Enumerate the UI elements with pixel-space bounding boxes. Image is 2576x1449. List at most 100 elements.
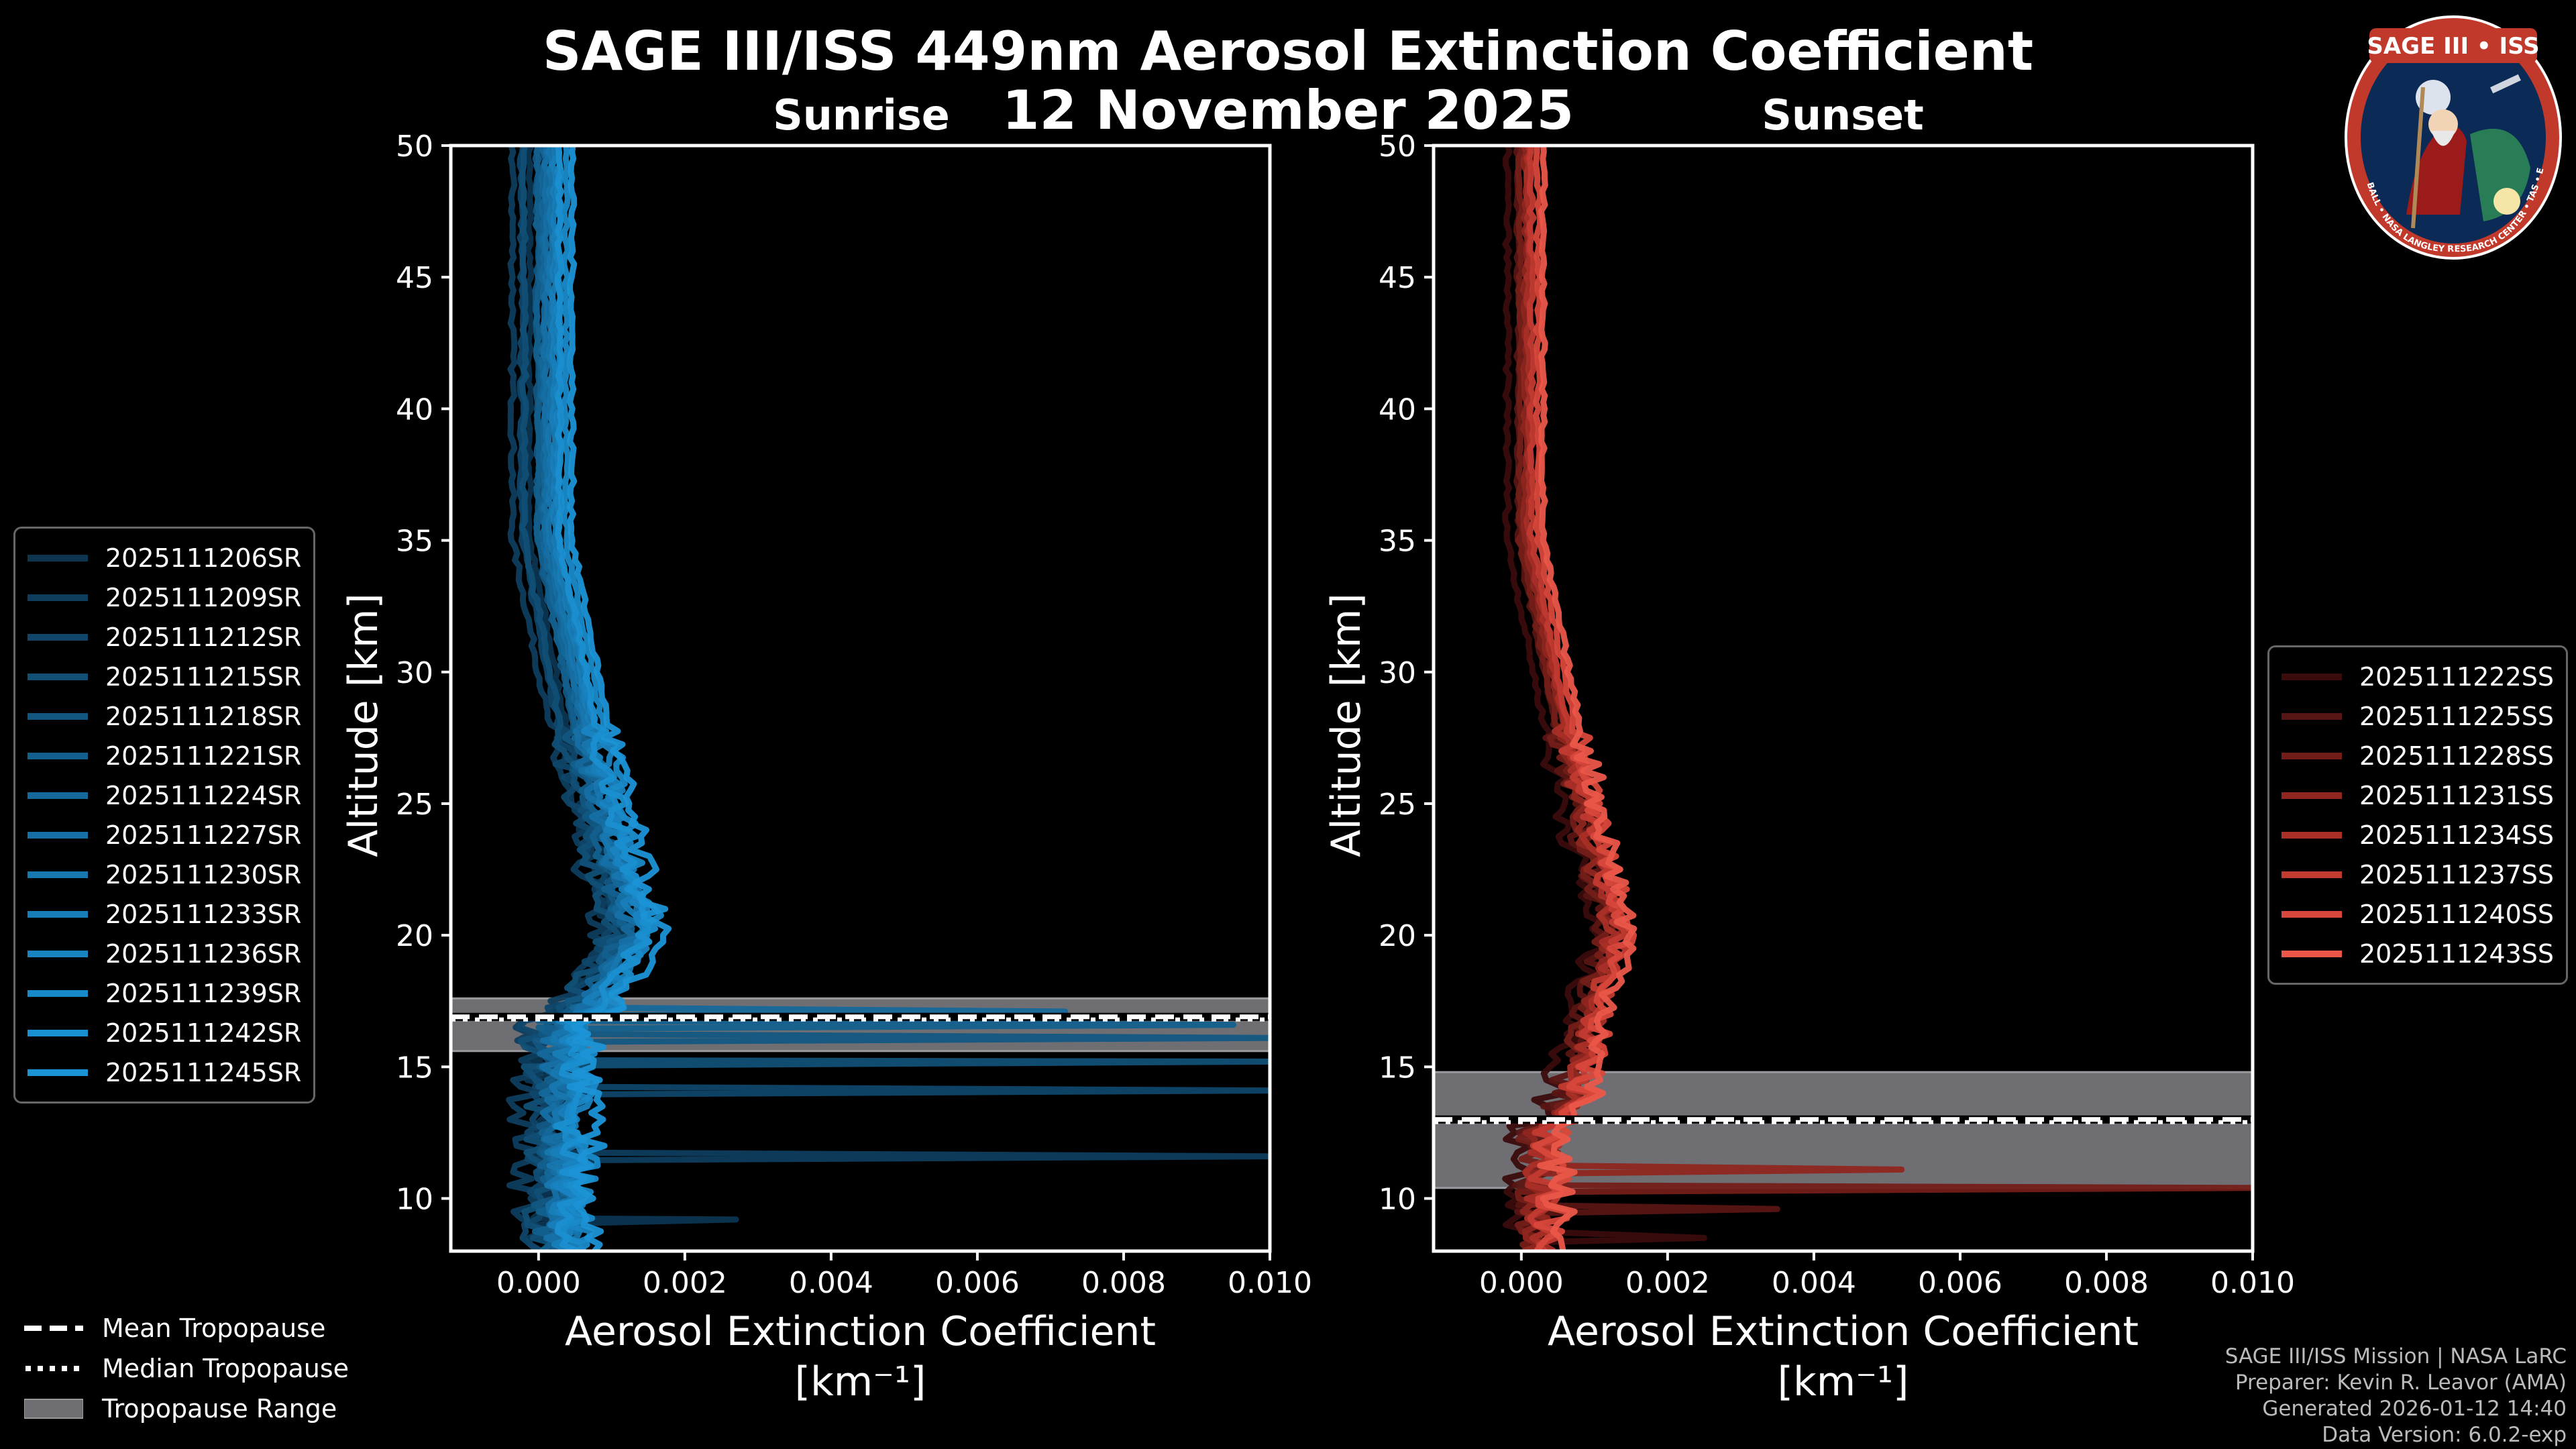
y-tick-label: 30 — [1379, 656, 1416, 690]
legend-swatch — [2282, 910, 2342, 918]
series-line-2025111215SR — [518, 146, 1270, 1251]
legend-swatch — [28, 1029, 88, 1036]
sunset-x-axis-unit: [km⁻¹] — [1778, 1358, 1909, 1405]
legend-item: 2025111239SR — [28, 973, 301, 1013]
sunrise-tropopause-range — [451, 997, 1270, 1053]
x-tick-label: 0.008 — [2064, 1266, 2149, 1300]
legend-label: 2025111206SR — [105, 543, 302, 573]
y-tick-label: 20 — [396, 919, 433, 953]
y-tick-label: 15 — [1379, 1051, 1416, 1085]
sunset-tropopause-range — [1434, 1071, 2253, 1189]
legend-mean-tropopause: Mean Tropopause — [24, 1308, 349, 1348]
credit-line: Generated 2026-01-12 14:40 — [2262, 1397, 2567, 1421]
legend-item: 2025111233SR — [28, 894, 301, 934]
legend-item: 2025111209SR — [28, 578, 301, 617]
legend-label: 2025111237SS — [2359, 859, 2555, 890]
sunrise-data-layer — [451, 146, 1270, 1251]
y-tick-label: 10 — [396, 1183, 433, 1217]
series-line-2025111245SR — [566, 146, 672, 1251]
legend-item: 2025111225SS — [2282, 696, 2554, 736]
sunrise-legend: 2025111206SR 2025111209SR 2025111212SR 2025… — [13, 527, 316, 1104]
legend-label: 2025111221SR — [105, 741, 302, 771]
legend-label: 2025111227SR — [105, 820, 302, 850]
legend-label: 2025111218SR — [105, 701, 302, 731]
legend-label: 2025111243SS — [2359, 938, 2555, 969]
legend-swatch — [28, 989, 88, 997]
y-tick-label: 25 — [1379, 788, 1416, 822]
legend-swatch — [2282, 712, 2342, 720]
sunrise-plot-background — [451, 146, 1270, 1251]
legend-item: 2025111234SS — [2282, 815, 2554, 855]
legend-item: 2025111243SS — [2282, 934, 2554, 973]
legend-label: Median Tropopause — [102, 1354, 349, 1383]
legend-label: 2025111228SS — [2359, 741, 2555, 771]
legend-label: 2025111215SR — [105, 661, 302, 692]
legend-item: 2025111230SR — [28, 855, 301, 894]
x-tick-label: 0.010 — [2210, 1266, 2295, 1300]
legend-label: 2025111245SR — [105, 1057, 302, 1087]
legend-label: Mean Tropopause — [102, 1313, 326, 1343]
series-line-2025111227SR — [539, 146, 649, 1251]
y-tick-label: 45 — [1379, 261, 1416, 295]
sunset-panel-title: Sunset — [1762, 91, 1924, 140]
series-line-2025111239SR — [560, 146, 664, 1251]
legend-item: 2025111206SR — [28, 538, 301, 578]
series-line-2025111237SS — [1526, 146, 1630, 1251]
legend-item: 2025111245SR — [28, 1053, 301, 1092]
sunrise-panel-title: Sunrise — [773, 91, 950, 140]
range-band-icon — [24, 1399, 83, 1419]
series-line-2025111221SR — [532, 146, 1236, 1251]
legend-swatch — [28, 1069, 88, 1076]
series-line-2025111230SR — [544, 146, 648, 1251]
legend-item: 2025111224SR — [28, 775, 301, 815]
series-line-2025111233SR — [547, 146, 651, 1251]
credit-line: Data Version: 6.0.2-exp — [2322, 1423, 2567, 1447]
figure-title: SAGE III/ISS 449nm Aerosol Extinction Co… — [542, 20, 2034, 83]
legend-item: 2025111231SS — [2282, 775, 2554, 815]
legend-swatch — [28, 950, 88, 957]
legend-swatch — [2282, 831, 2342, 839]
legend-item: 2025111240SS — [2282, 894, 2554, 934]
sunset-data-layer — [1434, 146, 2253, 1251]
series-line-2025111228SS — [1514, 146, 2253, 1251]
legend-label: 2025111236SR — [105, 938, 302, 969]
legend-swatch — [28, 910, 88, 918]
series-line-2025111206SR — [524, 146, 739, 1251]
credits: SAGE III/ISS Mission | NASA LaRC Prepare… — [2225, 1344, 2567, 1448]
x-tick-label: 0.002 — [643, 1266, 727, 1300]
logo-text: SAGE III • ISS — [2367, 33, 2539, 60]
legend-item: 2025111218SR — [28, 696, 301, 736]
y-tick-label: 45 — [396, 261, 433, 295]
series-line-2025111231SS — [1519, 146, 1905, 1251]
legend-label: 2025111231SS — [2359, 780, 2555, 810]
sunset-y-axis-label: Altitude [km] — [1323, 593, 1370, 857]
y-tick-label: 30 — [396, 656, 433, 690]
series-line-2025111243SS — [1537, 146, 1638, 1251]
series-line-2025111236SR — [552, 146, 651, 1251]
credit-line: SAGE III/ISS Mission | NASA LaRC — [2224, 1344, 2567, 1368]
legend-label: Tropopause Range — [102, 1394, 337, 1424]
series-line-2025111218SR — [531, 146, 1270, 1251]
legend-label: 2025111209SR — [105, 582, 302, 612]
legend-swatch — [2282, 792, 2342, 799]
series-line-2025111234SS — [1522, 146, 1622, 1251]
sunrise-axes-frame — [449, 144, 1272, 1253]
legend-swatch — [28, 792, 88, 799]
legend-item: 2025111222SS — [2282, 657, 2554, 696]
legend-swatch — [2282, 871, 2342, 878]
legend-median-tropopause: Median Tropopause — [24, 1348, 349, 1389]
y-tick-label: 10 — [1379, 1183, 1416, 1217]
legend-item: 2025111227SR — [28, 815, 301, 855]
series-line-2025111212SR — [516, 146, 1270, 1251]
legend-label: 2025111240SS — [2359, 899, 2555, 929]
x-tick-label: 0.000 — [1479, 1266, 1564, 1300]
sunset-x-axis-label: Aerosol Extinction Coefficient — [1548, 1308, 2139, 1355]
legend-tropopause-range: Tropopause Range — [24, 1389, 349, 1429]
legend-item: 2025111221SR — [28, 736, 301, 775]
x-tick-label: 0.010 — [1228, 1266, 1312, 1300]
legend-label: 2025111222SS — [2359, 661, 2555, 692]
tropopause-legend: Mean Tropopause Median Tropopause Tropop… — [24, 1308, 349, 1429]
legend-label: 2025111234SS — [2359, 820, 2555, 850]
x-tick-label: 0.004 — [789, 1266, 873, 1300]
